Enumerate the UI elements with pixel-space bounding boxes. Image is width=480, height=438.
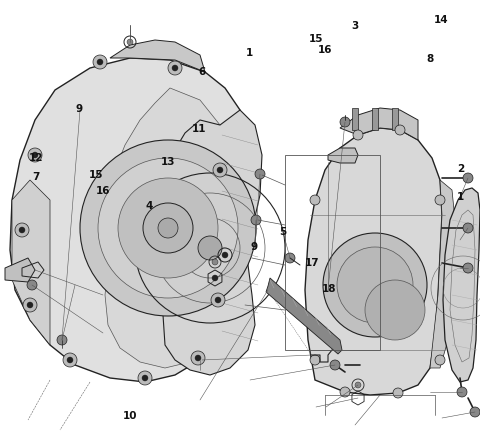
Circle shape (251, 215, 261, 225)
Text: 9: 9 (76, 105, 83, 114)
Circle shape (353, 130, 363, 140)
Text: 11: 11 (192, 124, 206, 134)
Text: 18: 18 (322, 284, 336, 294)
Text: 15: 15 (309, 35, 323, 44)
Text: 13: 13 (161, 157, 175, 167)
Polygon shape (340, 108, 418, 140)
Polygon shape (12, 180, 50, 345)
Circle shape (215, 297, 221, 303)
Text: 12: 12 (29, 153, 43, 162)
Circle shape (457, 387, 467, 397)
Polygon shape (162, 110, 262, 375)
Circle shape (255, 169, 265, 179)
Polygon shape (328, 148, 358, 163)
Text: 1: 1 (246, 48, 253, 57)
Circle shape (393, 388, 403, 398)
Circle shape (127, 39, 133, 45)
Circle shape (470, 407, 480, 417)
Polygon shape (352, 108, 358, 130)
Circle shape (158, 218, 178, 238)
Circle shape (118, 178, 218, 278)
Polygon shape (266, 278, 342, 354)
Circle shape (222, 252, 228, 258)
Circle shape (98, 158, 238, 298)
Circle shape (32, 152, 38, 158)
Polygon shape (305, 128, 442, 395)
Circle shape (213, 163, 227, 177)
Circle shape (19, 227, 25, 233)
Circle shape (27, 302, 33, 308)
Text: 16: 16 (318, 46, 333, 55)
Circle shape (463, 223, 473, 233)
Text: 3: 3 (351, 21, 359, 31)
Polygon shape (443, 188, 480, 382)
Polygon shape (372, 108, 378, 130)
Circle shape (463, 263, 473, 273)
Circle shape (27, 280, 37, 290)
Text: 5: 5 (279, 227, 287, 237)
Circle shape (138, 371, 152, 385)
Circle shape (337, 247, 413, 323)
Circle shape (463, 173, 473, 183)
Circle shape (93, 55, 107, 69)
Text: 8: 8 (426, 54, 433, 64)
Text: 10: 10 (122, 411, 137, 421)
Text: 6: 6 (198, 67, 205, 77)
Circle shape (340, 117, 350, 127)
Circle shape (168, 61, 182, 75)
Circle shape (217, 167, 223, 173)
Circle shape (355, 382, 361, 388)
Polygon shape (110, 40, 205, 72)
Polygon shape (392, 108, 398, 130)
Circle shape (340, 387, 350, 397)
Circle shape (310, 355, 320, 365)
Text: 4: 4 (145, 201, 153, 211)
Text: 17: 17 (305, 258, 319, 268)
Polygon shape (5, 258, 35, 282)
Text: 9: 9 (251, 243, 258, 252)
Circle shape (23, 298, 37, 312)
Circle shape (323, 233, 427, 337)
Circle shape (63, 353, 77, 367)
Bar (285, 155, 380, 350)
Circle shape (285, 253, 295, 263)
Polygon shape (105, 88, 228, 368)
Text: 16: 16 (96, 186, 110, 195)
Circle shape (97, 59, 103, 65)
Circle shape (310, 195, 320, 205)
Circle shape (212, 259, 218, 265)
Circle shape (195, 355, 201, 361)
Circle shape (211, 293, 225, 307)
Circle shape (212, 275, 218, 281)
Circle shape (435, 195, 445, 205)
Circle shape (15, 223, 29, 237)
Text: 7: 7 (32, 173, 40, 182)
Circle shape (435, 355, 445, 365)
Circle shape (172, 65, 178, 71)
Circle shape (395, 125, 405, 135)
Circle shape (28, 148, 42, 162)
Text: 15: 15 (89, 170, 103, 180)
Circle shape (67, 357, 73, 363)
Text: 14: 14 (434, 15, 449, 25)
Circle shape (143, 203, 193, 253)
Polygon shape (430, 180, 455, 368)
Circle shape (365, 280, 425, 340)
Circle shape (142, 375, 148, 381)
Circle shape (80, 140, 256, 316)
Circle shape (198, 236, 222, 260)
Circle shape (57, 335, 67, 345)
Circle shape (191, 351, 205, 365)
Polygon shape (10, 58, 242, 382)
Text: 2: 2 (457, 164, 465, 173)
Circle shape (330, 360, 340, 370)
Text: 1: 1 (457, 192, 465, 202)
